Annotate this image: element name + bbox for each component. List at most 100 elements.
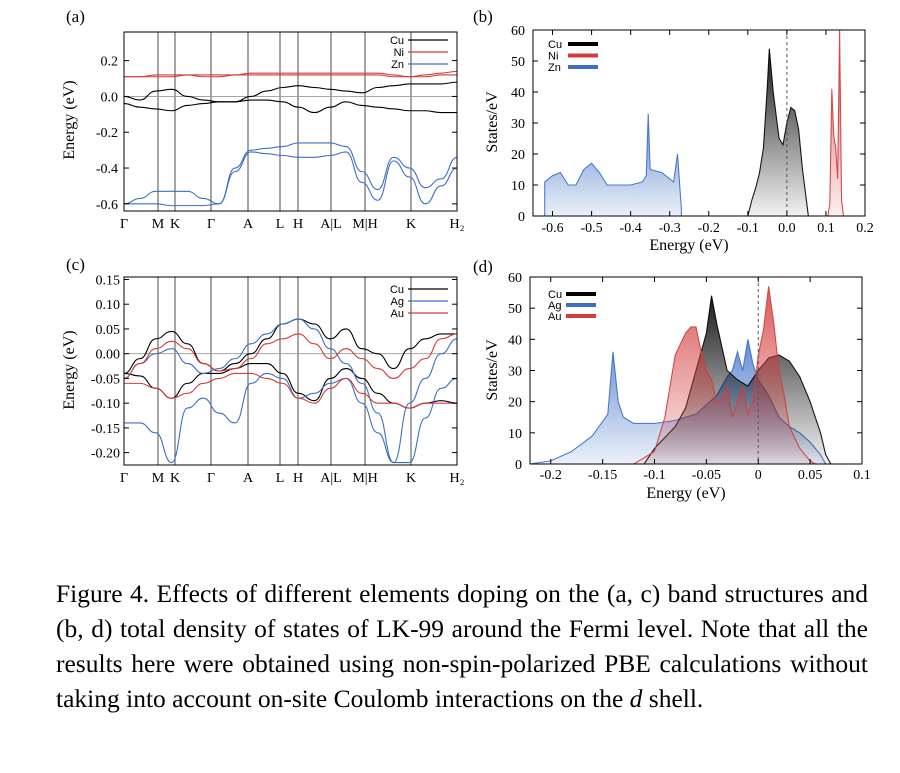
y-axis-label: Energy (eV) [61, 330, 78, 409]
x-tick-label: -0.1 [737, 221, 759, 236]
panel-a-band-structure: (a)0.20.0-0.2-0.4-0.6Γ M K Γ A L H A|L M|H K H₂Ene… [61, 7, 465, 232]
y-tick-label: 60 [508, 271, 522, 286]
y-tick-label: 0 [518, 210, 525, 225]
legend-label: Au [391, 308, 404, 320]
panel-label: (b) [473, 7, 493, 26]
kpoint-label: A|L [320, 217, 341, 232]
y-tick-label: 50 [511, 55, 525, 70]
legend-label: Au [548, 311, 561, 323]
x-tick-label: -0.05 [692, 468, 721, 483]
dos-area-cu [747, 48, 809, 217]
y-tick-label: 30 [508, 365, 522, 380]
kpoint-label: H₂ [450, 217, 465, 232]
kpoint-label: H [293, 471, 303, 486]
y-axis-label: Energy (eV) [61, 80, 78, 159]
legend-label: Ag [548, 300, 561, 312]
y-tick-label: 0.15 [96, 273, 121, 288]
x-tick-label: 0.1 [853, 468, 871, 483]
y-tick-label: 30 [511, 117, 525, 132]
x-tick-label: -0.15 [588, 468, 617, 483]
caption-italic: d [629, 684, 643, 713]
legend-label: Ag [391, 296, 404, 308]
y-axis-label: States/eV [484, 91, 501, 153]
panel-label: (a) [66, 7, 85, 26]
y-tick-label: 0.00 [96, 348, 121, 363]
kpoint-label: Γ [207, 217, 215, 232]
y-tick-label: 20 [511, 148, 525, 163]
panel-label: (c) [66, 255, 85, 274]
y-tick-label: -0.10 [91, 397, 120, 412]
dos-area-zn [544, 113, 682, 217]
kpoint-label: L [276, 217, 285, 232]
band-ni [123, 70, 458, 78]
caption-text-end: shell. [648, 684, 704, 713]
kpoint-label: Γ [120, 471, 128, 486]
panel-d-dos: (d) 0 10 20 30 40 50 60 -0.2 -0.15 -0.1 -0.05 0 0.05 0… [473, 257, 871, 502]
y-tick-label: 50 [508, 302, 522, 317]
y-tick-label: 60 [511, 24, 525, 39]
y-tick-label: -0.15 [91, 422, 120, 437]
kpoint-label: K [170, 217, 180, 232]
y-tick-label: 0.0 [101, 90, 119, 105]
band-zn [123, 142, 458, 205]
y-tick-label: -0.6 [96, 198, 118, 213]
y-tick-label: 40 [508, 333, 522, 348]
kpoint-label: M|H [352, 217, 377, 232]
band-cu [123, 99, 457, 114]
legend-label: Zn [548, 62, 561, 74]
band-ni [123, 74, 457, 78]
x-tick-label: 0.0 [778, 221, 796, 236]
panel-label: (d) [473, 257, 493, 276]
band-ag [124, 372, 458, 464]
y-axis-label: States/eV [484, 339, 501, 401]
kpoint-label: K [406, 471, 416, 486]
legend-label: Cu [548, 39, 562, 51]
figure-caption: Figure 4. Effects of different elements … [56, 576, 868, 716]
legend-label: Ni [548, 51, 558, 63]
dos-area-au [631, 286, 818, 465]
band-au [124, 372, 457, 409]
figure-4: (a)0.20.0-0.2-0.4-0.6Γ M K Γ A L H A|L M|H K H₂Ene… [61, 7, 874, 502]
y-tick-label: -0.2 [96, 126, 118, 141]
kpoint-label: Γ [207, 471, 215, 486]
y-tick-label: 20 [508, 396, 522, 411]
x-tick-label: 0.1 [817, 221, 835, 236]
x-tick-label: 0.2 [856, 221, 874, 236]
caption-label: Figure 4. [56, 579, 150, 608]
band-au [123, 333, 458, 379]
y-tick-label: 0 [515, 458, 522, 473]
plot-frame [123, 31, 458, 212]
x-tick-label: 0 [755, 468, 762, 483]
legend-label: Cu [548, 289, 562, 301]
x-axis-label: Energy (eV) [649, 237, 728, 254]
band-cu [123, 318, 457, 375]
x-tick-label: -0.6 [541, 221, 563, 236]
x-tick-label: -0.1 [643, 468, 665, 483]
x-tick-label: -0.2 [698, 221, 720, 236]
legend-label: Cu [390, 284, 404, 296]
kpoint-label: M [152, 471, 165, 486]
band-cu [123, 81, 458, 103]
kpoint-label: L [276, 471, 285, 486]
y-tick-label: 0.05 [96, 323, 121, 338]
kpoint-label: K [170, 471, 180, 486]
y-tick-label: 0.2 [101, 55, 119, 70]
kpoint-label: H₂ [450, 471, 465, 486]
kpoint-label: H [293, 217, 303, 232]
band-cu [123, 363, 458, 409]
y-tick-label: 0.10 [96, 298, 121, 313]
x-tick-label: -0.5 [581, 221, 603, 236]
kpoint-label: M [152, 217, 165, 232]
x-tick-label: -0.3 [659, 221, 681, 236]
panel-c-band-structure: (c)0.150.100.050.00-0.05-0.10-0.15-0.20Γ… [61, 255, 465, 486]
y-tick-label: -0.05 [91, 372, 120, 387]
legend-label: Ni [394, 47, 404, 59]
kpoint-label: A|L [320, 471, 341, 486]
x-axis-label: Energy (eV) [646, 485, 725, 502]
band-zn [124, 151, 458, 207]
legend-label: Cu [390, 35, 404, 47]
caption-text: Effects of different elements doping on … [56, 579, 869, 713]
panel-b-dos: (b) 0 10 20 30 40 50 60 -0.6 -0.5 -0.4 -0.3 -0.2 -0.1… [473, 7, 874, 254]
kpoint-label: Γ [120, 217, 128, 232]
kpoint-label: A [243, 471, 254, 486]
